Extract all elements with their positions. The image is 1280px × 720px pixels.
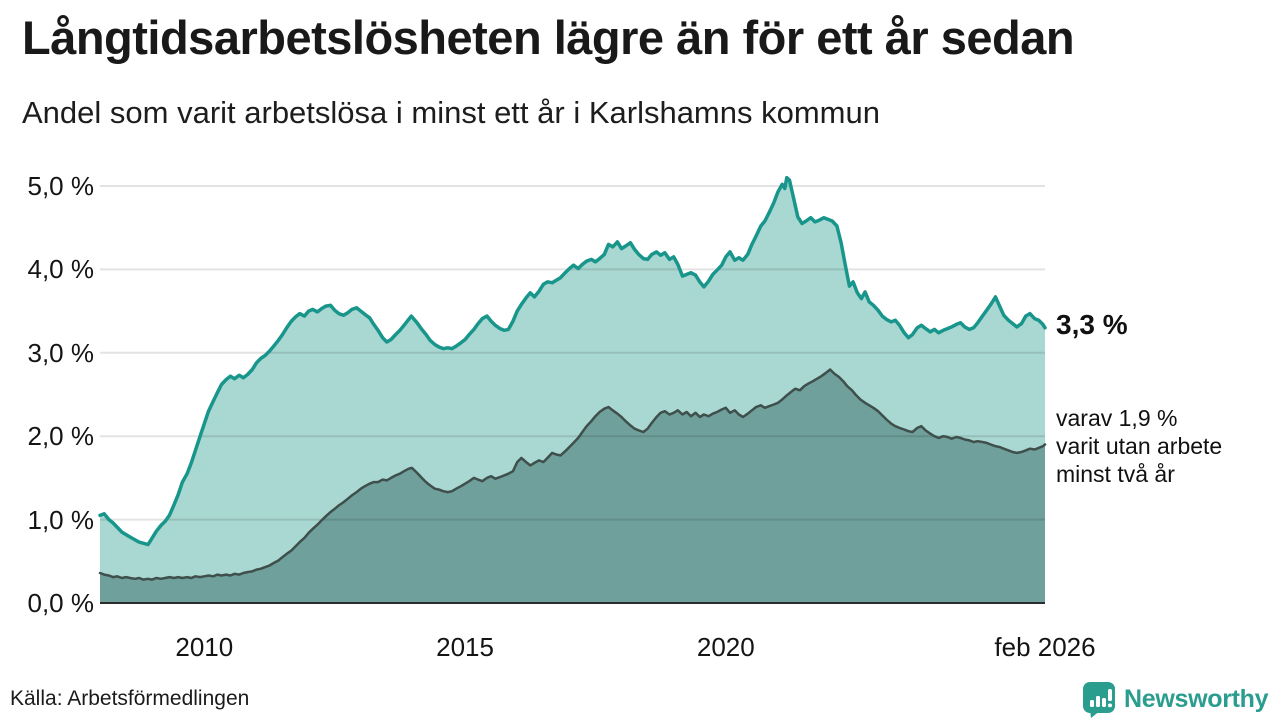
- y-tick-label: 2,0 %: [27, 421, 95, 452]
- y-tick-label: 1,0 %: [27, 504, 95, 535]
- x-tick-label: 2020: [696, 632, 755, 662]
- annotation-line-3: minst två år: [1056, 461, 1175, 487]
- y-tick-label: 4,0 %: [27, 254, 95, 285]
- source-credit: Källa: Arbetsförmedlingen: [10, 687, 250, 710]
- y-tick-label: 0,0 %: [27, 588, 95, 618]
- newsworthy-logo-icon: [1083, 682, 1115, 718]
- y-tick-label: 5,0 %: [27, 171, 95, 201]
- x-tick-label: 2010: [175, 632, 234, 662]
- y-tick-label: 3,0 %: [27, 337, 95, 368]
- newsworthy-logo: Newsworthy: [1082, 681, 1269, 718]
- x-tick-label: 2015: [436, 632, 494, 662]
- page-title: Långtidsarbetslösheten lägre än för ett …: [22, 11, 1075, 64]
- annotation-line-1: varav 1,9 %: [1056, 405, 1178, 431]
- series-2-line: [98, 368, 1047, 581]
- series-1-line: [98, 175, 1047, 547]
- x-tick-label: feb 2026: [994, 632, 1096, 662]
- newsworthy-wordmark: Newsworthy: [1124, 685, 1269, 713]
- series-2-area: [100, 369, 1045, 603]
- annotation-line-2: varit utan arbete: [1056, 433, 1223, 459]
- chart-subtitle: Andel som varit arbetslösa i minst ett å…: [22, 95, 880, 130]
- series2-end-value-annotation: varav 1,9 % varit utan arbete minst två …: [1056, 404, 1222, 488]
- series1-end-value-label: 3,3 %: [1056, 309, 1128, 340]
